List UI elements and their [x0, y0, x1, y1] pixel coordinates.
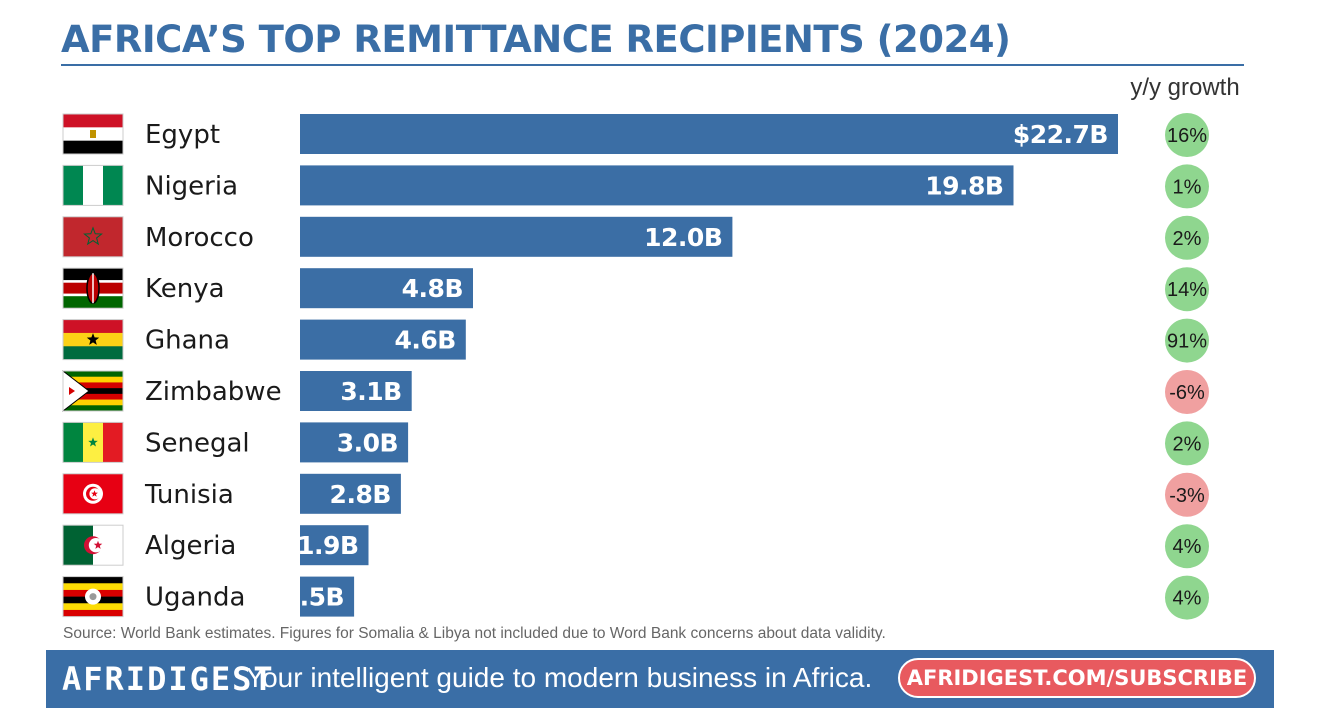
subscribe-button[interactable]: AFRIDIGEST.COM/SUBSCRIBE	[898, 658, 1256, 698]
bar-morocco	[300, 216, 733, 257]
egypt-flag-icon	[62, 113, 124, 155]
algeria-flag-icon	[62, 524, 124, 566]
value-label-tunisia: 2.8B	[330, 480, 391, 509]
bar-egypt	[300, 114, 1118, 154]
growth-badge-ghana	[1165, 318, 1209, 363]
growth-label-algeria: 4%	[1173, 536, 1202, 558]
value-label-algeria: 1.9B	[297, 531, 358, 560]
value-label-zimbabwe: 3.1B	[340, 377, 401, 406]
growth-label-egypt: 16%	[1167, 125, 1207, 147]
tunisia-flag-icon	[62, 473, 124, 515]
country-label-uganda: Uganda	[145, 583, 245, 613]
growth-label-ghana: 91%	[1167, 331, 1207, 353]
country-label-kenya: Kenya	[145, 274, 225, 304]
growth-label-senegal: 2%	[1173, 433, 1202, 455]
bar-chart: Egypt $22.7B 16% Nigeria 19.8B 1% Morocco 12.0B…	[62, 113, 1209, 620]
country-label-zimbabwe: Zimbabwe	[145, 377, 282, 407]
growth-badge-zimbabwe	[1165, 370, 1209, 414]
bar-uganda	[300, 576, 355, 617]
value-label-morocco: 12.0B	[644, 223, 722, 252]
country-label-tunisia: Tunisia	[144, 480, 234, 510]
bar-zimbabwe	[300, 371, 412, 411]
growth-badge-algeria	[1165, 524, 1209, 569]
growth-badge-nigeria	[1165, 164, 1209, 209]
growth-badge-kenya	[1165, 267, 1209, 312]
growth-label-zimbabwe: -6%	[1169, 382, 1205, 404]
country-label-egypt: Egypt	[145, 120, 220, 150]
value-label-uganda: 1.5B	[283, 583, 344, 612]
morocco-flag-icon	[62, 216, 124, 258]
growth-badge-morocco	[1165, 215, 1209, 260]
senegal-flag-icon	[62, 421, 124, 463]
growth-label-tunisia: -3%	[1169, 485, 1205, 507]
value-label-ghana: 4.6B	[394, 326, 455, 355]
kenya-flag-icon	[62, 267, 124, 309]
value-label-kenya: 4.8B	[402, 274, 463, 303]
country-label-ghana: Ghana	[145, 326, 230, 356]
country-label-nigeria: Nigeria	[145, 171, 238, 201]
country-label-algeria: Algeria	[145, 531, 236, 561]
nigeria-flag-icon	[62, 164, 124, 206]
value-label-egypt: $22.7B	[1013, 120, 1108, 149]
bar-kenya	[300, 268, 473, 309]
zimbabwe-flag-icon	[62, 369, 124, 413]
growth-badge-senegal	[1165, 421, 1209, 466]
country-label-morocco: Morocco	[145, 223, 254, 253]
chart-title: AFRICA’S TOP REMITTANCE RECIPIENTS (2024…	[61, 18, 1011, 61]
bar-tunisia	[300, 473, 401, 514]
title-divider	[61, 64, 1244, 66]
growth-badge-egypt	[1165, 113, 1209, 157]
growth-badge-uganda	[1165, 575, 1209, 620]
growth-label-kenya: 14%	[1167, 279, 1207, 301]
tagline: Your intelligent guide to modern busines…	[246, 662, 873, 693]
growth-column-header: y/y growth	[1130, 74, 1240, 101]
growth-label-uganda: 4%	[1173, 588, 1202, 610]
footer-banner: AFRIDIGEST Your intelligent guide to mod…	[46, 650, 1274, 708]
bar-ghana	[300, 319, 466, 360]
bar-senegal	[300, 422, 409, 463]
source-note: Source: World Bank estimates. Figures fo…	[63, 625, 886, 642]
growth-badge-tunisia	[1165, 472, 1209, 517]
uganda-flag-icon	[62, 576, 124, 618]
value-label-senegal: 3.0B	[337, 428, 398, 457]
bar-algeria	[300, 525, 369, 566]
bar-nigeria	[300, 165, 1014, 206]
growth-label-nigeria: 1%	[1173, 176, 1202, 198]
brand-logo[interactable]: AFRIDIGEST	[62, 660, 275, 698]
ghana-flag-icon	[62, 319, 124, 361]
value-label-nigeria: 19.8B	[925, 171, 1003, 200]
growth-label-morocco: 2%	[1173, 228, 1202, 250]
country-label-senegal: Senegal	[145, 428, 250, 458]
